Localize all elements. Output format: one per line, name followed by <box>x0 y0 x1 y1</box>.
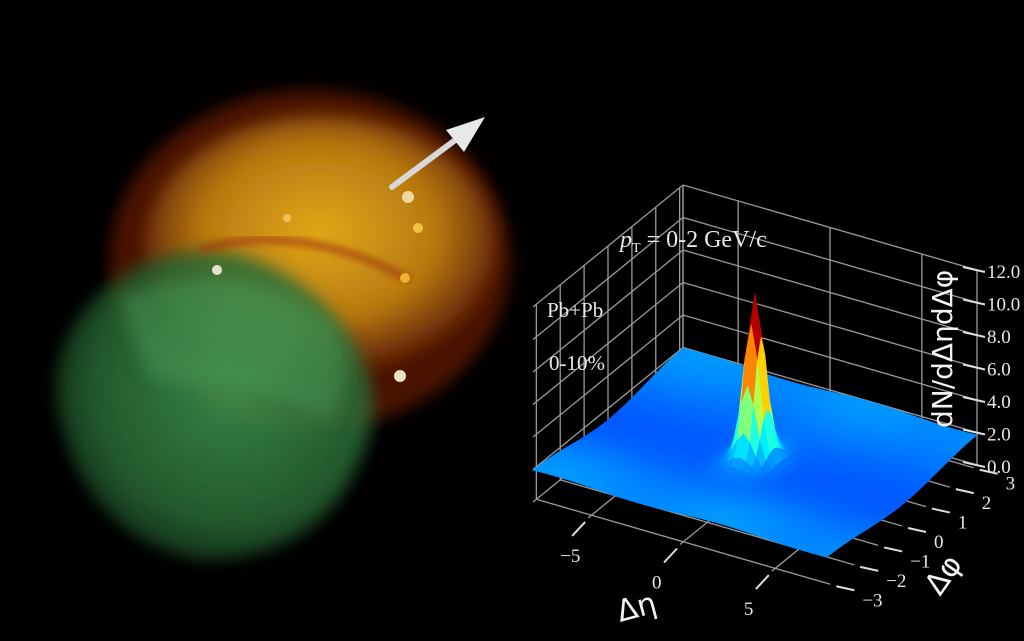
z-tick <box>962 428 986 436</box>
particle <box>394 370 406 382</box>
grid-line <box>532 249 684 373</box>
x-tick <box>663 547 678 564</box>
x-tick-label: 0 <box>652 573 662 594</box>
particle <box>283 214 291 222</box>
grid-line <box>536 498 831 585</box>
z-tick-label: 4.0 <box>987 392 1011 413</box>
z-tick-label: 8.0 <box>987 327 1011 348</box>
grid-line <box>532 281 684 406</box>
particle <box>413 223 423 233</box>
particle <box>212 265 222 275</box>
y-tick-label: −3 <box>862 590 882 611</box>
z-tick-label: 6.0 <box>987 360 1011 381</box>
y-tick-label: 2 <box>982 493 992 514</box>
y-tick <box>883 546 903 553</box>
surface <box>532 293 978 558</box>
grid-line <box>682 184 978 271</box>
particle <box>402 191 414 203</box>
z-tick-label: 10.0 <box>987 295 1020 316</box>
y-tick-label: −2 <box>886 571 906 592</box>
x-tick <box>571 521 586 537</box>
arrow-icon <box>389 117 485 190</box>
grid-line <box>682 346 978 434</box>
particle <box>400 273 410 283</box>
system-annotation: Pb+Pb <box>547 298 603 322</box>
z-tick <box>962 266 986 273</box>
y-tick <box>979 468 998 475</box>
x-tick <box>755 574 770 590</box>
y-tick <box>860 565 879 572</box>
y-tick-label: 3 <box>1006 474 1016 495</box>
grid-line <box>532 216 684 341</box>
grid-line <box>682 249 978 336</box>
z-tick <box>962 298 986 306</box>
y-tick <box>955 488 974 495</box>
momentum-annotation: pT = 0-2 GeV/c <box>618 227 767 256</box>
y-tick <box>931 507 951 514</box>
y-tick-label: −1 <box>910 551 930 572</box>
z-tick <box>962 331 986 338</box>
z-axis-label: dN/dΔηdΔφ <box>926 270 959 428</box>
x-tick-label: −5 <box>560 546 580 567</box>
z-tick <box>962 396 986 403</box>
surface-patch <box>820 552 832 558</box>
grid-line <box>682 314 978 401</box>
z-tick <box>962 363 986 371</box>
y-tick <box>836 585 855 592</box>
fireball-render <box>56 90 510 560</box>
grid-line <box>532 314 684 438</box>
x-tick-label: 5 <box>744 599 754 620</box>
z-tick <box>962 461 986 468</box>
centrality-annotation: 0-10% <box>549 351 605 375</box>
z-tick-label: 2.0 <box>987 425 1011 446</box>
grid-line <box>532 184 684 308</box>
z-tick-label: 12.0 <box>987 262 1020 283</box>
grid-line <box>682 216 978 304</box>
y-tick-label: 1 <box>958 513 968 534</box>
y-tick <box>907 527 927 533</box>
y-tick-label: 0 <box>934 532 944 553</box>
grid-line <box>682 281 978 369</box>
grid-line <box>532 346 684 471</box>
